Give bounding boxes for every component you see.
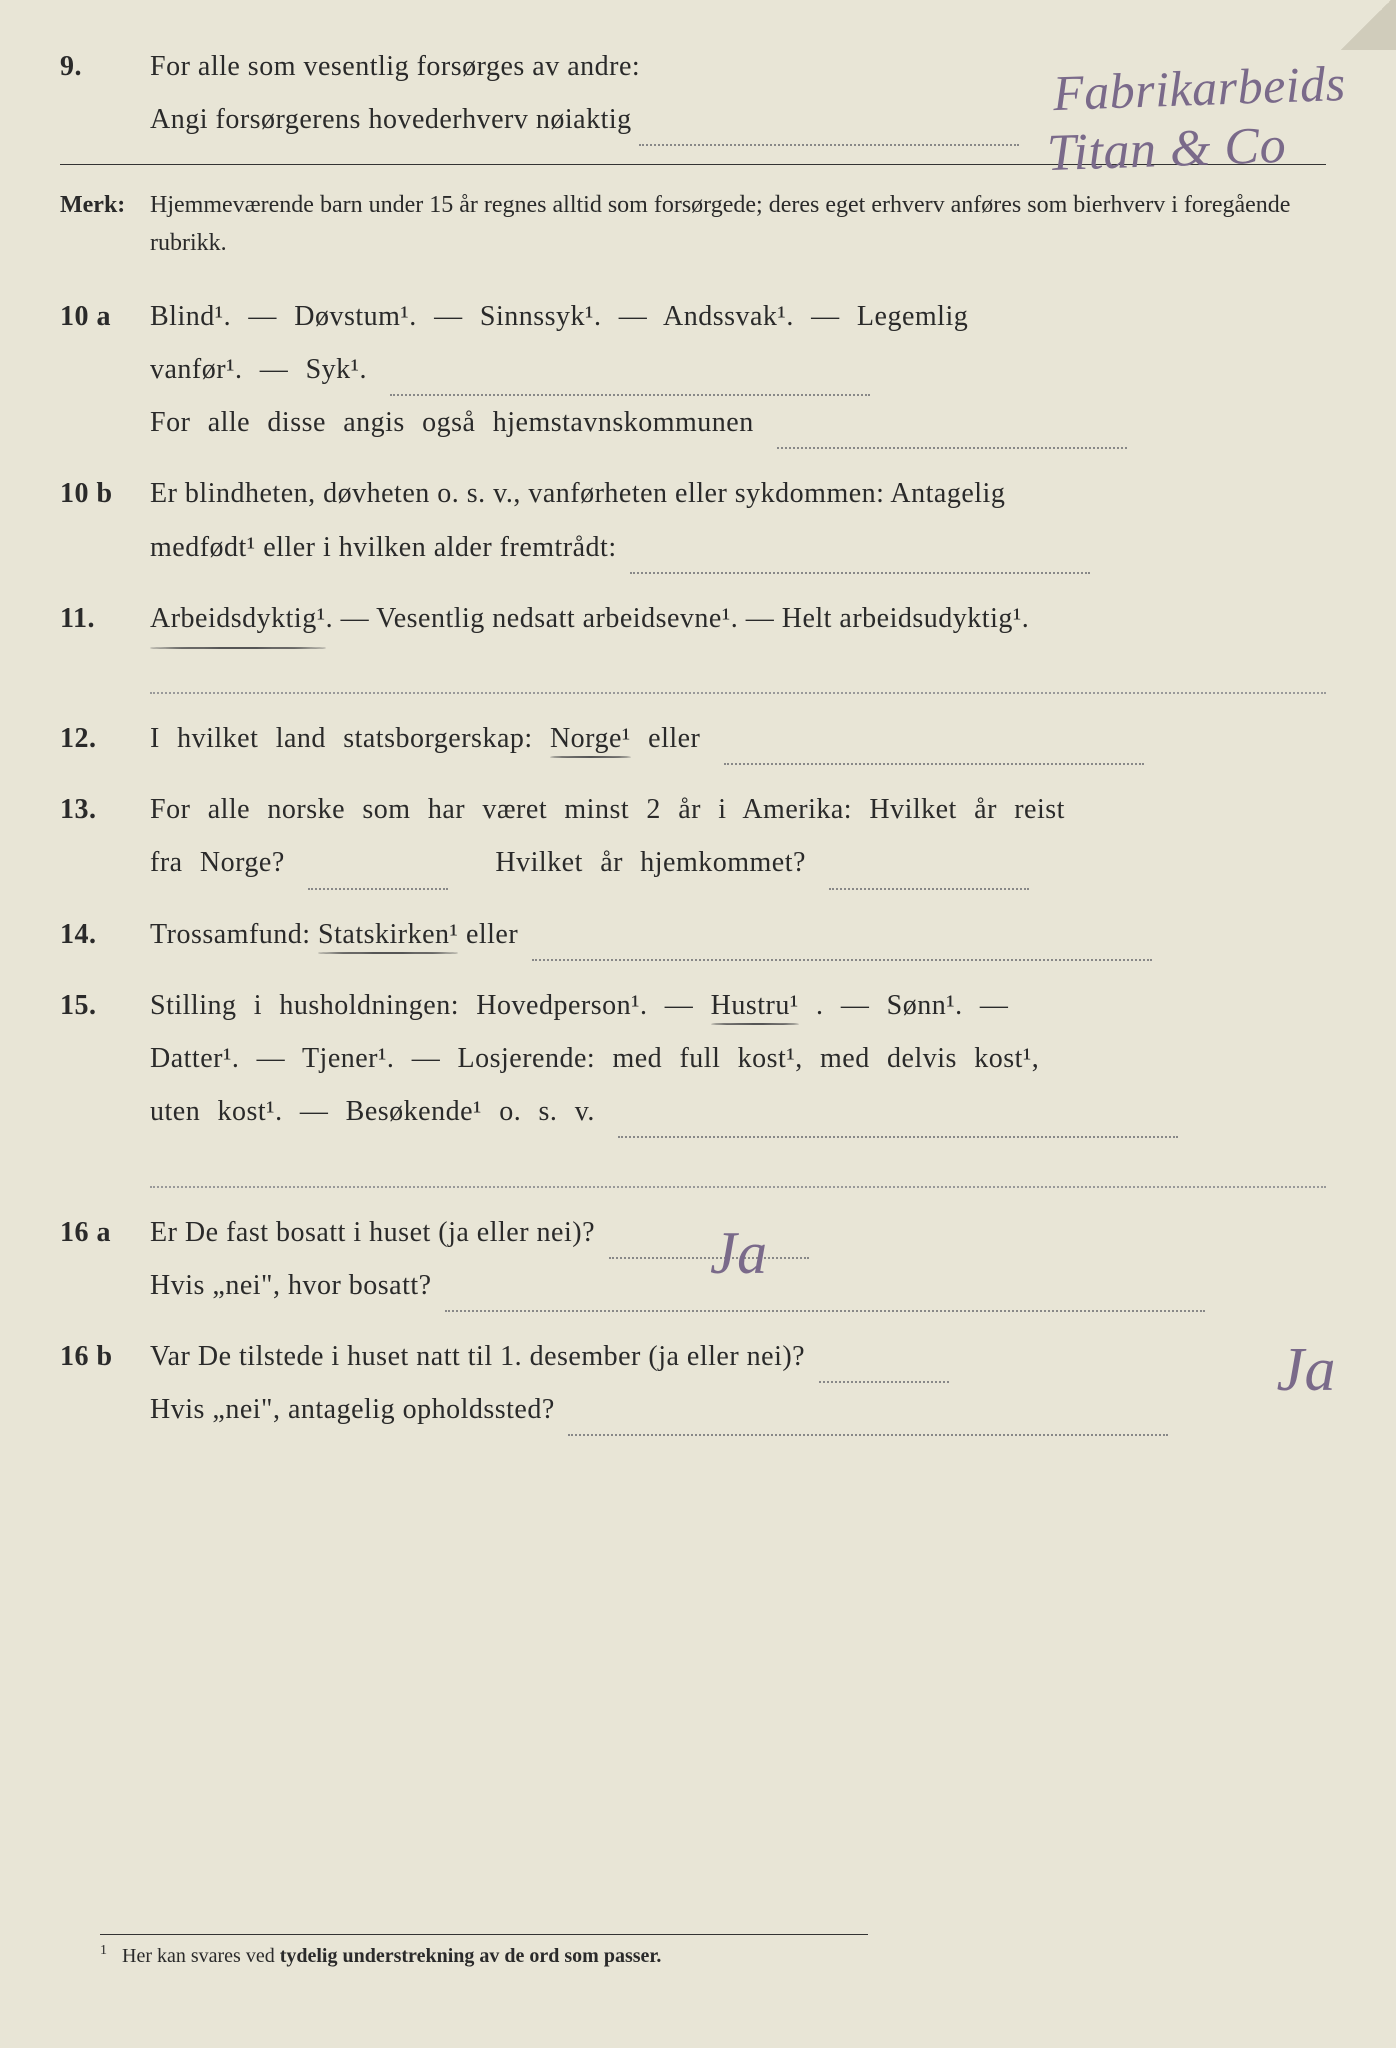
q9-number: 9. [60, 40, 150, 146]
q13-content: For alle norske som har været minst 2 år… [150, 783, 1326, 889]
q13-blank1 [308, 856, 448, 890]
q16b-line2: Hvis „nei", antagelig opholdssted? [150, 1394, 555, 1425]
footnote: 1 Her kan svares ved tydelig understrekn… [100, 1934, 868, 1968]
question-15: 15. Stilling i husholdningen: Hovedperso… [60, 979, 1326, 1188]
question-16a: 16 a Er De fast bosatt i huset (ja eller… [60, 1206, 1326, 1312]
q11-blank [150, 655, 1326, 694]
q16a-line2: Hvis „nei", hvor bosatt? [150, 1270, 432, 1301]
q16a-blank1 [609, 1225, 809, 1259]
q10b-blank [630, 540, 1090, 574]
q11-number: 11. [60, 592, 150, 694]
q9-content: For alle som vesentlig forsørges av andr… [150, 40, 1326, 146]
q12-blank [724, 732, 1144, 766]
q13-line2a: fra Norge? [150, 847, 285, 878]
q10a-blank1 [390, 363, 870, 397]
q10b-line2: medfødt¹ eller i hvilken alder fremtrådt… [150, 532, 617, 563]
q14-content: Trossamfund: Statskirken¹ eller [150, 908, 1326, 961]
q13-line1: For alle norske som har været minst 2 år… [150, 783, 1326, 836]
question-11: 11. Arbeidsdyktig¹. — Vesentlig nedsatt … [60, 592, 1326, 694]
q10a-number: 10 a [60, 290, 150, 450]
q11-text: Arbeidsdyktig¹ [150, 592, 326, 645]
q10a-line3: For alle disse angis også hjemstavnskomm… [150, 407, 754, 438]
q10a-line2: vanfør¹. — Syk¹. [150, 354, 367, 385]
q16a-handwritten: Ja [710, 1196, 768, 1310]
q13-number: 13. [60, 783, 150, 889]
q9-line2-prefix: Angi forsørgerens hovederhverv nøiaktig [150, 104, 632, 135]
q10b-number: 10 b [60, 467, 150, 573]
question-12: 12. I hvilket land statsborgerskap: Norg… [60, 712, 1326, 765]
q16a-content: Er De fast bosatt i huset (ja eller nei)… [150, 1206, 1326, 1312]
q14-post: eller [466, 919, 518, 950]
question-14: 14. Trossamfund: Statskirken¹ eller [60, 908, 1326, 961]
q10a-line1: Blind¹. — Døvstum¹. — Sinnssyk¹. — Andss… [150, 290, 1326, 343]
q11-content: Arbeidsdyktig¹. — Vesentlig nedsatt arbe… [150, 592, 1326, 694]
q15-blank2 [150, 1148, 1326, 1187]
q12-underlined: Norge¹ [550, 723, 631, 754]
q13-blank2 [829, 856, 1029, 890]
q12-content: I hvilket land statsborgerskap: Norge¹ e… [150, 712, 1326, 765]
footnote-text: Her kan svares ved tydelig understreknin… [122, 1945, 661, 1967]
question-10b: 10 b Er blindheten, døvheten o. s. v., v… [60, 467, 1326, 573]
q9-handwritten2: Titan & Co [1045, 97, 1287, 204]
q15-line1a: Stilling i husholdningen: Hovedperson¹. … [150, 990, 711, 1021]
q14-underlined: Statskirken¹ [318, 919, 458, 950]
census-form-page: 9. For alle som vesentlig forsørges av a… [0, 0, 1396, 2048]
question-9: 9. For alle som vesentlig forsørges av a… [60, 40, 1326, 146]
q11-rest: . — Vesentlig nedsatt arbeidsevne¹. — He… [326, 603, 1030, 634]
q16b-line1: Var De tilstede i huset natt til 1. dese… [150, 1341, 805, 1372]
q12-number: 12. [60, 712, 150, 765]
q10b-line1: Er blindheten, døvheten o. s. v., vanfør… [150, 467, 1326, 520]
q16b-blank2 [568, 1403, 1168, 1437]
q16a-blank2 [445, 1278, 1205, 1312]
q9-blank [639, 113, 1019, 147]
q10a-content: Blind¹. — Døvstum¹. — Sinnssyk¹. — Andss… [150, 290, 1326, 450]
q14-pre: Trossamfund: [150, 919, 318, 950]
q16a-line1: Er De fast bosatt i huset (ja eller nei)… [150, 1217, 595, 1248]
merk-label: Merk: [60, 187, 150, 261]
q14-blank [532, 927, 1152, 961]
q12-post: eller [648, 723, 700, 754]
question-16b: 16 b Var De tilstede i huset natt til 1.… [60, 1330, 1326, 1436]
q13-line2b: Hvilket år hjemkommet? [495, 847, 806, 878]
q10b-content: Er blindheten, døvheten o. s. v., vanfør… [150, 467, 1326, 573]
question-13: 13. For alle norske som har været minst … [60, 783, 1326, 889]
q15-content: Stilling i husholdningen: Hovedperson¹. … [150, 979, 1326, 1188]
q15-blank1 [618, 1105, 1178, 1139]
q15-number: 15. [60, 979, 150, 1188]
q10a-blank2 [777, 416, 1127, 450]
q16b-content: Var De tilstede i huset natt til 1. dese… [150, 1330, 1326, 1436]
question-10a: 10 a Blind¹. — Døvstum¹. — Sinnssyk¹. — … [60, 290, 1326, 450]
q16b-handwritten: Ja [1276, 1312, 1336, 1430]
q15-line3: uten kost¹. — Besøkende¹ o. s. v. [150, 1096, 595, 1127]
q14-number: 14. [60, 908, 150, 961]
q15-line1b: . — Sønn¹. — [816, 990, 1008, 1021]
footnote-marker: 1 [100, 1943, 107, 1958]
q16b-number: 16 b [60, 1330, 150, 1436]
q15-hustru: Hustru¹ [711, 990, 799, 1021]
q16a-number: 16 a [60, 1206, 150, 1312]
q15-line2: Datter¹. — Tjener¹. — Losjerende: med fu… [150, 1032, 1326, 1085]
q12-pre: I hvilket land statsborgerskap: [150, 723, 550, 754]
q16b-blank1 [819, 1350, 949, 1384]
